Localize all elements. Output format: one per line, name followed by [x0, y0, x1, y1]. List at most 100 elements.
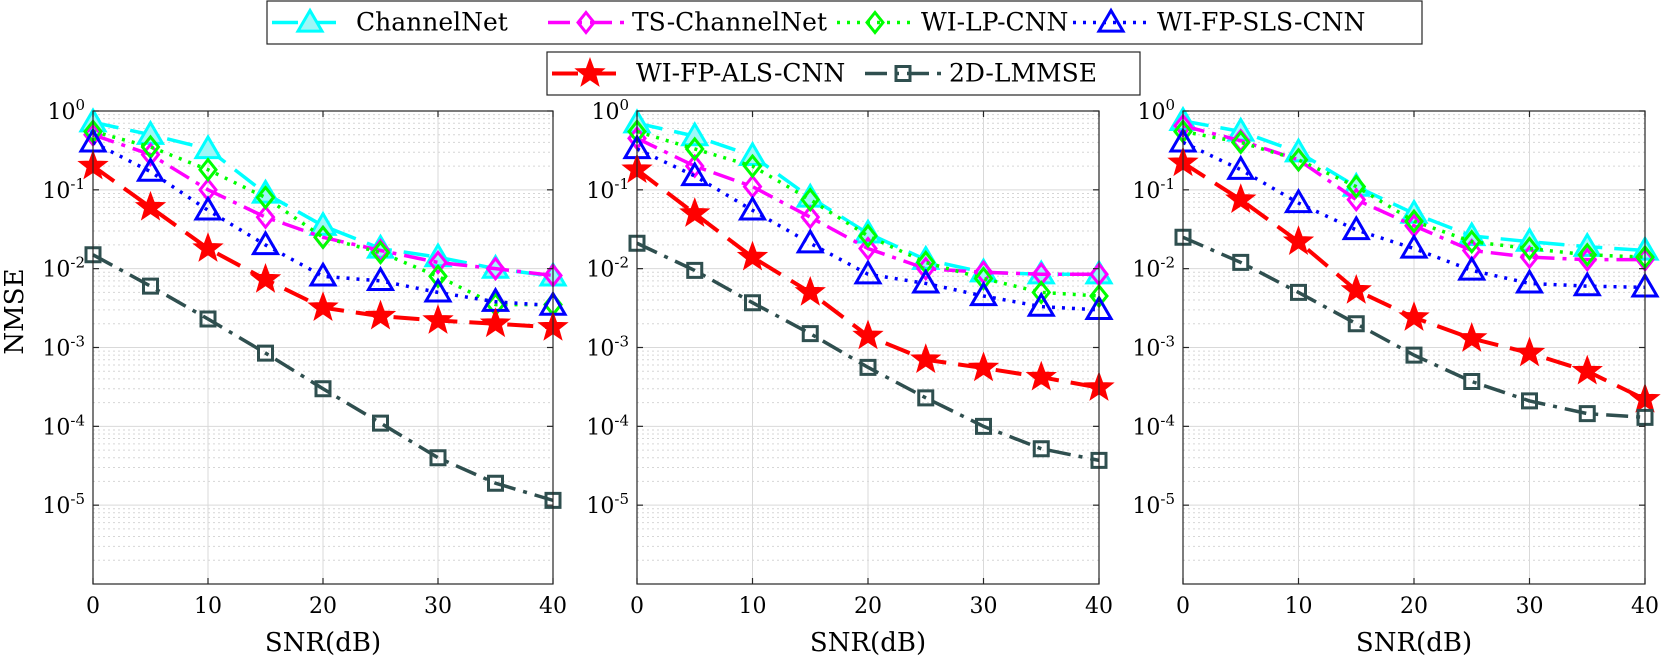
data-point-2d-lmmse — [975, 417, 992, 435]
data-point-wi-fp-als-cnn — [1571, 354, 1603, 385]
x-axis-label: SNR(dB) — [1356, 628, 1472, 658]
data-point-wi-lp-cnn — [684, 136, 705, 162]
x-tick-label: 40 — [539, 594, 567, 619]
data-point-2d-lmmse — [84, 246, 102, 264]
series-line-wi-fp-sls-cnn — [92, 140, 554, 308]
data-point-2d-lmmse — [917, 389, 935, 407]
data-point-2d-lmmse — [199, 310, 217, 328]
data-point-ts-channelnet — [485, 256, 506, 282]
data-point-wi-lp-cnn — [858, 223, 878, 249]
data-point-wi-fp-sls-cnn — [1283, 188, 1314, 214]
data-point-2d-lmmse — [686, 261, 704, 279]
data-point-wi-lp-cnn — [428, 263, 448, 289]
series-line-ts-channelnet — [636, 136, 1099, 276]
data-point-wi-fp-sls-cnn — [680, 160, 710, 187]
data-point-ts-channelnet — [684, 153, 705, 179]
data-point-2d-lmmse — [1290, 283, 1307, 301]
data-point-2d-lmmse — [628, 234, 646, 252]
data-point-2d-lmmse — [429, 449, 447, 467]
data-point-wi-fp-als-cnn — [422, 304, 454, 334]
data-point-2d-lmmse — [1032, 440, 1050, 458]
data-point-wi-fp-als-cnn — [364, 299, 397, 330]
data-point-wi-fp-sls-cnn — [911, 268, 941, 294]
subplot-middle: 0 10 20 30 40 10-5 10-4 10-3 10-2 10-1 100 SNR(dB) — [586, 96, 1115, 658]
series-line-wi-fp-sls-cnn — [636, 147, 1100, 312]
series-line-wi-lp-cnn — [636, 129, 1100, 298]
data-point-wi-fp-sls-cnn — [423, 277, 453, 303]
data-point-wi-fp-sls-cnn — [308, 261, 338, 287]
data-point-ts-channelnet — [1346, 187, 1367, 213]
legend-swatch-marker — [576, 10, 596, 35]
data-point-wi-lp-cnn — [1519, 236, 1540, 261]
series-line-2d-lmmse — [636, 241, 1100, 463]
data-point-wi-fp-als-cnn — [134, 190, 167, 221]
data-point-2d-lmmse — [1463, 373, 1481, 391]
legend-box — [266, 0, 1423, 45]
x-tick-label: 10 — [1285, 594, 1313, 619]
series-line-wi-lp-cnn — [92, 129, 553, 307]
legend-entry-label: WI-FP-SLS-CNN — [1157, 8, 1365, 37]
data-point-wi-fp-als-cnn — [479, 307, 512, 338]
data-point-wi-fp-als-cnn — [852, 319, 884, 350]
data-point-wi-fp-als-cnn — [1225, 183, 1257, 214]
data-point-2d-lmmse — [487, 474, 504, 492]
x-tick-label: 20 — [309, 594, 337, 619]
data-point-channelnet — [680, 121, 710, 147]
series-line-channelnet — [636, 121, 1099, 276]
x-tick-label: 0 — [86, 594, 100, 619]
data-point-wi-lp-cnn — [313, 224, 333, 250]
y-tick-label: 10-3 — [42, 333, 85, 362]
data-point-wi-lp-cnn — [1288, 147, 1309, 173]
data-point-wi-fp-als-cnn — [910, 343, 942, 374]
data-point-ts-channelnet — [428, 250, 448, 275]
y-tick-label: 100 — [47, 96, 85, 125]
x-tick-label: 0 — [630, 594, 644, 619]
legend: ChannelNet TS-ChannelNet WI-LP-CNN WI-FP-SL… — [266, 0, 1423, 96]
y-tick-label: 10-2 — [586, 254, 629, 283]
y-tick-label: 10-3 — [586, 333, 629, 362]
data-point-wi-lp-cnn — [370, 240, 391, 265]
y-tick-label: 10-4 — [1132, 411, 1175, 440]
x-axis-label: SNR(dB) — [265, 628, 381, 658]
subplot-left: 0 10 20 30 40 10-5 10-4 10-3 10-2 10-1 100 SNR(dB) N… — [0, 96, 569, 658]
data-point-2d-lmmse — [1578, 405, 1596, 423]
data-point-wi-fp-als-cnn — [249, 262, 282, 293]
series-line-wi-lp-cnn — [1182, 129, 1646, 259]
legend-swatch-marker — [1096, 7, 1126, 33]
data-point-wi-lp-cnn — [255, 185, 276, 210]
data-point-2d-lmmse — [142, 277, 159, 295]
data-point-2d-lmmse — [1521, 392, 1538, 410]
x-tick-label: 30 — [970, 594, 998, 619]
x-tick-label: 30 — [1516, 594, 1544, 619]
x-tick-label: 20 — [1400, 594, 1428, 619]
legend-swatch-marker — [295, 7, 325, 33]
data-point-wi-fp-sls-cnn — [1026, 291, 1056, 317]
data-point-wi-lp-cnn — [742, 153, 763, 179]
x-tick-label: 30 — [424, 594, 452, 619]
data-point-wi-lp-cnn — [1404, 208, 1424, 234]
series-line-2d-lmmse — [92, 253, 554, 503]
series-line-ts-channelnet — [92, 133, 554, 278]
data-point-wi-fp-sls-cnn — [795, 228, 825, 254]
legend-entry-label: WI-LP-CNN — [921, 8, 1068, 37]
series-line-ts-channelnet — [1182, 124, 1645, 262]
data-point-2d-lmmse — [1347, 315, 1365, 333]
x-tick-label: 20 — [854, 594, 882, 619]
data-point-2d-lmmse — [372, 414, 389, 432]
data-point-wi-fp-als-cnn — [1025, 360, 1057, 391]
legend-entry-label: WI-FP-ALS-CNN — [636, 59, 845, 88]
data-point-wi-lp-cnn — [1230, 129, 1251, 155]
data-point-wi-fp-als-cnn — [1398, 301, 1430, 331]
legend-box — [546, 51, 1141, 96]
x-tick-label: 40 — [1085, 594, 1113, 619]
data-point-ts-channelnet — [800, 204, 821, 230]
data-point-wi-fp-als-cnn — [679, 197, 711, 227]
data-point-wi-fp-sls-cnn — [737, 195, 768, 221]
y-tick-label: 10-1 — [1132, 175, 1175, 204]
data-point-2d-lmmse — [257, 344, 274, 362]
data-point-ts-channelnet — [255, 204, 276, 230]
data-point-wi-fp-sls-cnn — [250, 229, 281, 256]
series-line-channelnet — [92, 120, 554, 279]
data-point-channelnet — [308, 210, 338, 236]
